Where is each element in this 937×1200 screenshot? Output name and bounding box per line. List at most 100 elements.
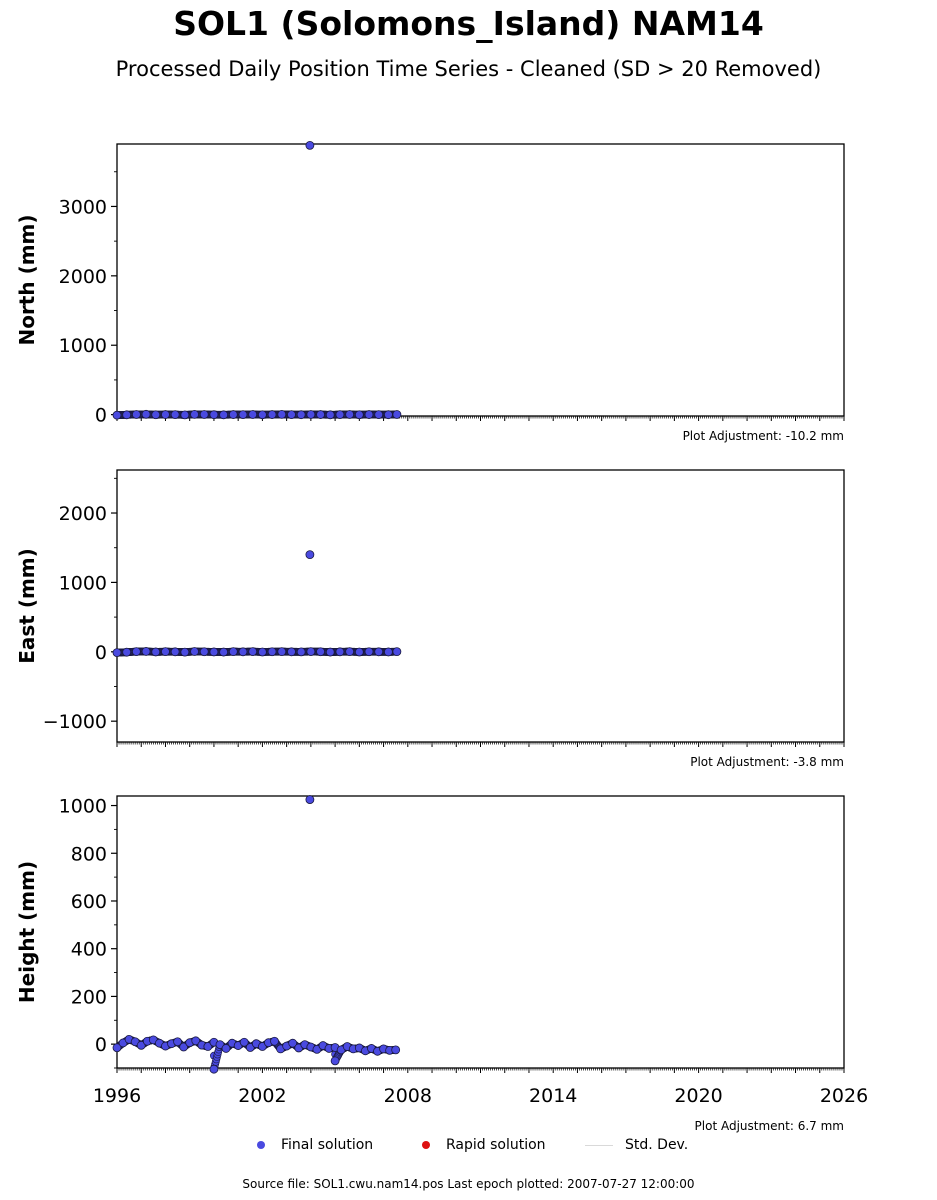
- xtick-label: 1996: [93, 1085, 141, 1107]
- height-data-point: [136, 1040, 146, 1050]
- height-data-point: [191, 1036, 201, 1046]
- east-data-point: [325, 647, 335, 657]
- height-ytick-label: 0: [95, 1034, 107, 1056]
- east-data-point: [345, 647, 355, 657]
- north-data-point: [209, 410, 219, 420]
- north-data-point: [238, 410, 248, 420]
- north-data-point: [277, 410, 287, 419]
- north-axes-frame: [116, 143, 845, 417]
- legend-std: Std. Dev.: [585, 1137, 688, 1153]
- east-data-point: [305, 550, 315, 560]
- east-data-point: [170, 647, 180, 657]
- east-data-point: [257, 647, 267, 657]
- east-data-point: [228, 647, 238, 657]
- north-data-point: [392, 410, 402, 419]
- height-data-point: [330, 1056, 340, 1066]
- east-ytick-label: 1000: [59, 572, 107, 594]
- north-data-point: [170, 410, 180, 420]
- east-data-point: [122, 647, 132, 657]
- height-data-point: [305, 795, 315, 804]
- height-ytick-label: 800: [71, 843, 107, 865]
- east-axis-label: East (mm): [15, 548, 39, 664]
- legend-final-label: Final solution: [281, 1137, 374, 1153]
- north-data-point: [257, 410, 267, 420]
- xtick-label: 2008: [384, 1085, 432, 1107]
- east-data-point: [238, 647, 248, 657]
- east-data-point: [354, 647, 364, 657]
- north-data-point: [287, 410, 296, 420]
- height-data-point: [209, 1064, 219, 1074]
- legend-std-label: Std. Dev.: [625, 1137, 689, 1153]
- plot-adjustment-height: Plot Adjustment: 6.7 mm: [694, 1119, 844, 1133]
- plot-adjustment-east: Plot Adjustment: -3.8 mm: [690, 755, 844, 769]
- north-ytick-label: 2000: [59, 266, 107, 288]
- north-data-point: [364, 410, 374, 419]
- east-ytick-label: 2000: [59, 503, 107, 525]
- east-data-point: [316, 647, 325, 657]
- height-data-point: [203, 1042, 213, 1051]
- east-data-point: [296, 647, 306, 657]
- north-data-point: [122, 410, 132, 420]
- east-data-point: [180, 647, 190, 657]
- north-ytick-label: 1000: [59, 335, 107, 357]
- east-data-point: [190, 647, 199, 656]
- legend-final: Final solution: [257, 1137, 373, 1153]
- north-data-point: [296, 410, 306, 420]
- east-data-point: [267, 647, 277, 657]
- east-data-point: [112, 648, 122, 658]
- east-axes-frame: [116, 469, 845, 743]
- east-data-point: [384, 647, 393, 657]
- xtick-label: 2014: [529, 1085, 577, 1107]
- height-axes-frame: [116, 795, 845, 1069]
- east-data-point: [335, 647, 345, 657]
- north-data-point: [228, 410, 238, 419]
- east-data-point: [161, 647, 170, 657]
- height-data-point: [288, 1038, 298, 1048]
- xtick-label: 2002: [238, 1085, 286, 1107]
- plot-adjustment-north: Plot Adjustment: -10.2 mm: [682, 429, 844, 443]
- height-data-point: [270, 1036, 279, 1046]
- std-dev-line-icon: [585, 1144, 613, 1146]
- height-data-point: [112, 1043, 122, 1053]
- north-data-point: [384, 410, 393, 420]
- source-note: Source file: SOL1.cwu.nam14.pos Last epo…: [242, 1177, 695, 1191]
- north-data-point: [267, 410, 277, 419]
- east-ytick-label: 0: [95, 642, 107, 664]
- east-data-point: [151, 647, 161, 657]
- north-data-point: [180, 410, 190, 420]
- height-ytick-label: 600: [71, 891, 107, 913]
- north-data-point: [141, 409, 151, 419]
- north-data-point: [325, 410, 335, 420]
- height-ytick-label: 1000: [59, 796, 107, 818]
- north-data-point: [306, 410, 316, 419]
- height-data-point: [221, 1044, 231, 1053]
- north-data-point: [374, 410, 384, 420]
- north-data-point: [161, 410, 170, 419]
- north-data-point: [305, 140, 315, 150]
- east-data-point: [248, 647, 258, 656]
- north-data-point: [354, 410, 364, 420]
- height-data-point: [239, 1037, 249, 1047]
- chart-title: SOL1 (Solomons_Island) NAM14: [173, 4, 764, 43]
- east-data-point: [364, 647, 374, 657]
- east-ytick-label: −1000: [43, 711, 107, 733]
- east-data-point: [392, 647, 402, 657]
- north-data-point: [131, 410, 141, 419]
- east-data-point: [199, 647, 209, 657]
- chart-subtitle: Processed Daily Position Time Series - C…: [115, 57, 822, 81]
- east-data-point: [287, 647, 296, 657]
- north-data-point: [151, 410, 161, 420]
- north-axis-label: North (mm): [15, 214, 39, 345]
- north-ytick-label: 3000: [59, 196, 107, 218]
- height-data-point: [391, 1045, 401, 1055]
- north-data-point: [316, 410, 325, 419]
- north-data-point: [190, 410, 199, 419]
- height-axis-label: Height (mm): [15, 861, 39, 1003]
- east-data-point: [374, 647, 384, 657]
- north-data-point: [335, 410, 345, 420]
- north-data-point: [219, 410, 229, 420]
- east-data-point: [131, 647, 141, 656]
- height-data-point: [179, 1042, 189, 1052]
- east-data-point: [306, 647, 316, 656]
